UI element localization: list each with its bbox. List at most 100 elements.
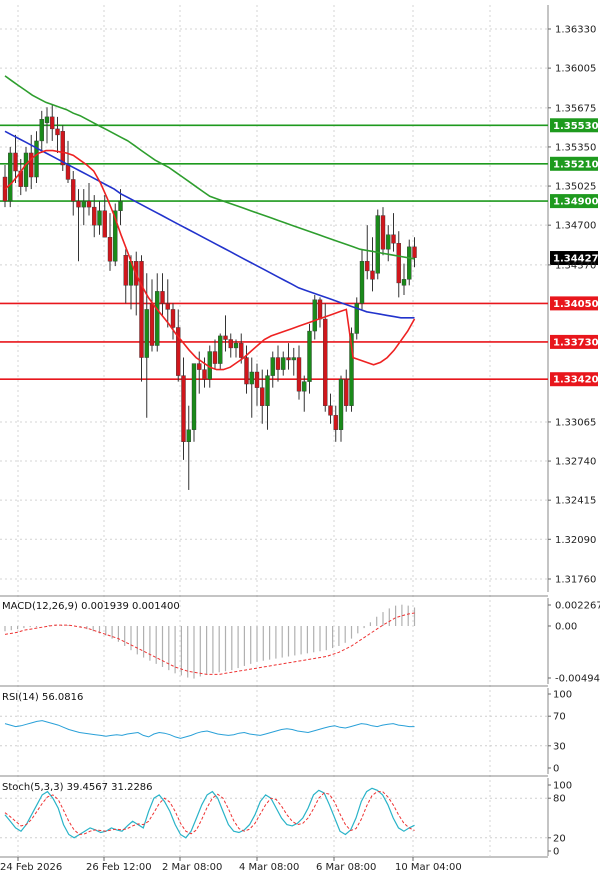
candle-down xyxy=(317,299,323,320)
candle-up xyxy=(218,335,223,364)
candle-up xyxy=(407,246,412,280)
candle-down xyxy=(296,357,302,392)
candle-down xyxy=(323,318,328,406)
candle-up xyxy=(186,429,191,443)
candle-down xyxy=(344,379,349,406)
candle-up xyxy=(155,291,160,346)
candle-up xyxy=(338,379,344,430)
stoch-d-line xyxy=(4,791,415,836)
macd-signal-line xyxy=(4,612,415,675)
candle-down xyxy=(239,342,244,358)
macd-tick-label: -0.004945 xyxy=(555,674,600,685)
candle-down xyxy=(170,309,176,328)
grid-lines xyxy=(0,5,548,856)
time-tick-label: 10 Mar 04:00 xyxy=(395,862,462,873)
rsi-tick-label: 70 xyxy=(553,712,566,723)
candle-down xyxy=(365,261,370,272)
candle-up xyxy=(144,309,149,358)
candle-down xyxy=(260,387,265,406)
candle-up xyxy=(354,303,359,334)
price-tick-label: 1.35025 xyxy=(555,182,596,193)
time-tick-label: 4 Mar 08:00 xyxy=(239,862,299,873)
stoch-label: Stoch(5,3,3) 39.4567 31.2286 xyxy=(2,782,153,793)
candle-down xyxy=(370,270,375,280)
candle-down xyxy=(86,200,92,208)
current-price-label: 1.34427 xyxy=(553,254,599,265)
candle-up xyxy=(312,299,317,332)
time-tick-label: 24 Feb 2026 xyxy=(0,862,62,873)
price-levels: 1.35530 1.35210 1.34900 1.34050 1.33730 1.334… xyxy=(0,118,599,387)
time-tick-label: 26 Feb 12:00 xyxy=(86,862,152,873)
candle-up xyxy=(34,140,39,178)
ma-long-line xyxy=(4,75,415,260)
candle-up xyxy=(191,363,197,430)
stoch-tick-label: 80 xyxy=(553,794,566,805)
candle-up xyxy=(401,279,407,286)
candle-down xyxy=(391,234,396,244)
candle-down xyxy=(380,215,386,250)
price-tick-label: 1.32415 xyxy=(555,496,596,507)
candle-down xyxy=(228,339,233,349)
candle-down xyxy=(275,357,281,370)
level-label: 1.35210 xyxy=(553,159,599,170)
rsi-panel: 100 70 30 0 xyxy=(0,690,572,775)
candle-up xyxy=(359,261,365,304)
time-tick-label: 2 Mar 08:00 xyxy=(162,862,222,873)
rsi-tick-label: 30 xyxy=(553,741,566,752)
candle-up xyxy=(302,381,307,392)
level-tag xyxy=(550,118,598,133)
stoch-tick-label: 100 xyxy=(553,781,572,792)
macd-panel: 0.002267 0.00 -0.004945 xyxy=(4,601,600,685)
candle-down xyxy=(123,255,128,286)
current-price-tag xyxy=(550,251,598,266)
candle-down xyxy=(333,415,338,430)
macd-tick-label: 0.00 xyxy=(555,622,577,633)
candle-up xyxy=(81,200,86,208)
candle-up xyxy=(281,357,286,370)
candle-up xyxy=(233,342,239,349)
panel-borders xyxy=(0,5,549,858)
ma-mid-line xyxy=(4,130,415,319)
time-axis: 24 Feb 2026 26 Feb 12:00 2 Mar 08:00 4 Mar … xyxy=(0,857,462,873)
candle-up xyxy=(44,116,50,124)
price-tick-label: 1.32740 xyxy=(555,457,596,468)
candle-down xyxy=(50,116,55,130)
candle-up xyxy=(118,200,123,211)
candle-down xyxy=(71,179,76,202)
candle-down xyxy=(107,237,113,262)
level-label: 1.35530 xyxy=(553,121,599,132)
candle-up xyxy=(23,152,29,187)
rsi-tick-label: 100 xyxy=(553,690,572,701)
price-tick-label: 1.34370 xyxy=(555,260,596,271)
price-tick-label: 1.36005 xyxy=(555,64,596,75)
candle-down xyxy=(165,303,170,310)
level-tag xyxy=(550,194,598,209)
candle-up xyxy=(113,210,118,262)
candle-down xyxy=(328,405,333,416)
level-tag xyxy=(550,372,598,387)
candle-up xyxy=(265,375,270,406)
candle-down xyxy=(212,351,218,364)
candle-down xyxy=(55,128,60,136)
candle-down xyxy=(396,243,401,284)
moving-averages xyxy=(4,75,416,371)
candle-down xyxy=(286,357,291,361)
candle-down xyxy=(13,152,18,172)
level-tag xyxy=(550,334,598,349)
candle-up xyxy=(386,234,391,250)
time-tick-label: 6 Mar 08:00 xyxy=(316,862,376,873)
level-tag xyxy=(550,156,598,171)
price-tick-label: 1.31760 xyxy=(555,575,596,586)
candle-down xyxy=(92,206,97,226)
level-label: 1.33730 xyxy=(553,337,599,348)
rsi-line xyxy=(4,720,415,739)
candle-up xyxy=(97,210,102,226)
price-tick-label: 1.34700 xyxy=(555,221,596,232)
candle-down xyxy=(65,164,71,180)
candle-down xyxy=(149,303,155,346)
stoch-tick-label: 20 xyxy=(553,833,566,844)
level-label: 1.33420 xyxy=(553,375,599,386)
rsi-label: RSI(14) 56.0816 xyxy=(2,692,83,703)
